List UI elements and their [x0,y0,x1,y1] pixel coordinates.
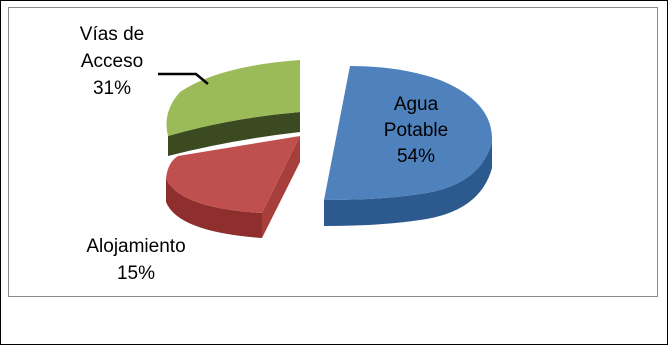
label-agua-line1: Agua [394,94,439,115]
label-agua-line2: Potable [384,120,448,141]
label-vias-de-acceso: Vías de Acceso 31% [80,24,144,99]
label-alojamiento: Alojamiento 15% [86,236,185,284]
label-agua-percent: 54% [397,146,435,167]
label-vias-percent: 31% [93,78,131,99]
label-alojamiento-percent: 15% [117,263,155,284]
label-alojamiento-line1: Alojamiento [86,236,185,257]
label-vias-line1: Vías de [80,24,144,45]
label-vias-line2: Acceso [81,51,143,72]
